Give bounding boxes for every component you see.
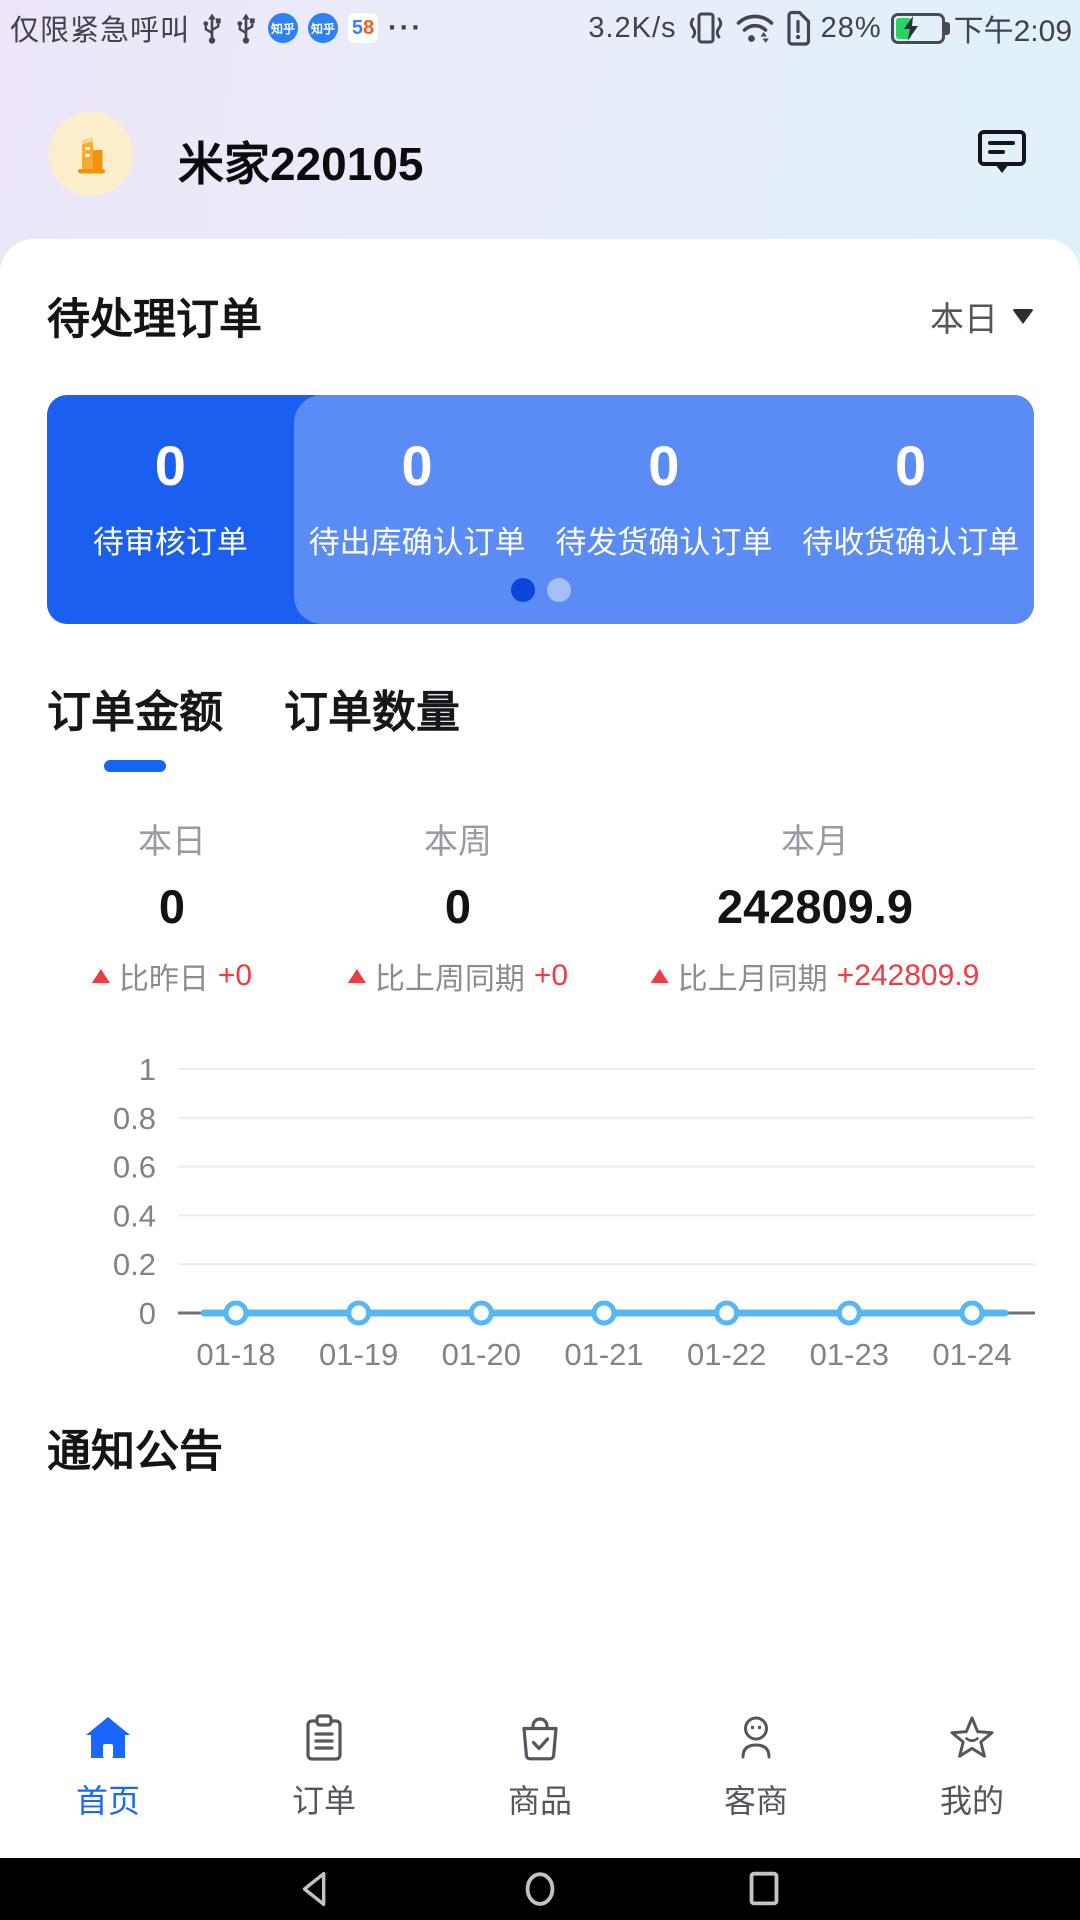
wifi-icon <box>735 12 775 44</box>
tab-order-count[interactable]: 订单数量 <box>284 688 460 737</box>
vibrate-icon <box>686 11 726 45</box>
up-triangle-icon <box>347 969 366 983</box>
up-triangle-icon <box>650 969 669 983</box>
more-notifications-icon: ··· <box>388 11 423 44</box>
usb-icon <box>200 11 224 45</box>
svg-text:0.2: 0.2 <box>113 1247 156 1282</box>
active-tab-underline <box>104 760 166 772</box>
customers-person-icon <box>727 1710 785 1768</box>
banner-light-panel <box>293 395 1034 624</box>
android-home-button[interactable] <box>517 1866 563 1912</box>
android-back-button[interactable] <box>293 1866 339 1912</box>
stat-this-month: 本月 242809.9 比上月同期 +242809.9 <box>650 814 979 998</box>
mine-star-icon <box>943 1710 1001 1768</box>
tab-goods[interactable]: 商品 <box>432 1690 648 1858</box>
svg-text:01-22: 01-22 <box>687 1337 766 1372</box>
zhihu-notification-icon: 知乎 <box>268 13 299 43</box>
stats-row: 本日 0 比昨日 +0 本周 0 比上周同期 +0 本月 24280 <box>0 814 1080 1024</box>
pending-orders-title: 待处理订单 <box>47 296 262 344</box>
chevron-down-icon <box>1012 308 1034 324</box>
svg-text:0.8: 0.8 <box>113 1101 156 1136</box>
pending-audit-orders[interactable]: 0 待审核订单 <box>92 434 248 561</box>
svg-text:01-24: 01-24 <box>932 1337 1011 1372</box>
tab-mine[interactable]: 我的 <box>864 1690 1080 1858</box>
android-nav-bar <box>0 1858 1080 1920</box>
battery-level <box>895 17 911 39</box>
svg-text:01-20: 01-20 <box>442 1337 521 1372</box>
tab-orders[interactable]: 订单 <box>216 1690 432 1858</box>
svg-text:01-18: 01-18 <box>196 1337 275 1372</box>
carousel-dot <box>546 578 571 602</box>
stat-this-week: 本周 0 比上周同期 +0 <box>347 814 568 998</box>
svg-text:01-21: 01-21 <box>564 1337 643 1372</box>
pending-orders-header: 待处理订单 本日 <box>47 285 1034 347</box>
pending-outbound-confirm-orders[interactable]: 0 待出库确认订单 <box>308 434 526 561</box>
svg-text:0.6: 0.6 <box>113 1150 156 1185</box>
battery-icon <box>890 12 950 44</box>
stat-today: 本日 0 比昨日 +0 <box>91 814 252 998</box>
zhihu-notification-icon-2: 知乎 <box>308 13 339 43</box>
svg-text:0.4: 0.4 <box>113 1198 156 1233</box>
notice-section-title: 通知公告 <box>47 1427 223 1476</box>
date-range-value: 本日 <box>930 300 998 339</box>
home-icon <box>79 1710 137 1768</box>
carousel-dot-active <box>510 578 535 602</box>
usb-icon-2 <box>234 11 258 45</box>
carrier-label: 仅限紧急呼叫 <box>10 15 191 47</box>
bottom-tab-bar: 首页 订单 商品 客商 我的 <box>0 1690 1080 1858</box>
pending-orders-banner: 0 待审核订单 0 待出库确认订单 0 待发货确认订单 0 待收货确认订单 <box>47 395 1034 624</box>
up-triangle-icon <box>91 969 110 983</box>
tab-home[interactable]: 首页 <box>0 1690 216 1858</box>
header-background <box>0 0 1080 280</box>
pending-receive-confirm-orders[interactable]: 0 待收货确认订单 <box>802 434 1020 561</box>
message-icon[interactable] <box>976 126 1028 178</box>
svg-text:01-23: 01-23 <box>810 1337 889 1372</box>
goods-bag-icon <box>511 1710 569 1768</box>
company-avatar[interactable] <box>49 112 133 196</box>
carousel-dots <box>510 578 571 602</box>
battery-percent: 28% <box>820 11 882 44</box>
charging-bolt-icon <box>903 15 918 41</box>
sim-alert-icon <box>784 10 812 46</box>
date-range-dropdown[interactable]: 本日 <box>930 292 1034 341</box>
page-title: 米家220105 <box>178 138 424 190</box>
pending-ship-confirm-orders[interactable]: 0 待发货确认订单 <box>555 434 773 561</box>
metric-tabs: 订单金额 订单数量 <box>47 676 460 772</box>
network-speed: 3.2K/s <box>588 11 677 44</box>
android-recents-button[interactable] <box>741 1866 787 1912</box>
building-icon <box>78 137 105 174</box>
svg-text:1: 1 <box>139 1052 156 1087</box>
order-trend-chart: 0 0.2 0.4 0.6 0.8 1 01-18 01-19 01-20 01-21 01-22 0… <box>113 1052 1035 1372</box>
orders-clipboard-icon <box>295 1710 353 1768</box>
tab-order-amount[interactable]: 订单金额 <box>47 676 223 772</box>
main-card: 待处理订单 本日 0 待审核订单 0 待出库确认订单 0 待发货确认订单 <box>0 239 1080 1920</box>
app-header: 米家220105 <box>0 56 1080 239</box>
banner-columns: 0 待审核订单 0 待出库确认订单 0 待发货确认订单 0 待收货确认订单 <box>47 395 1034 624</box>
status-bar-right: 3.2K/s 28% 下午2:09 <box>588 6 1072 50</box>
clock: 下午2:09 <box>953 15 1072 48</box>
svg-text:01-19: 01-19 <box>319 1337 398 1372</box>
svg-text:0: 0 <box>139 1296 156 1331</box>
tab-customers[interactable]: 客商 <box>648 1690 864 1858</box>
